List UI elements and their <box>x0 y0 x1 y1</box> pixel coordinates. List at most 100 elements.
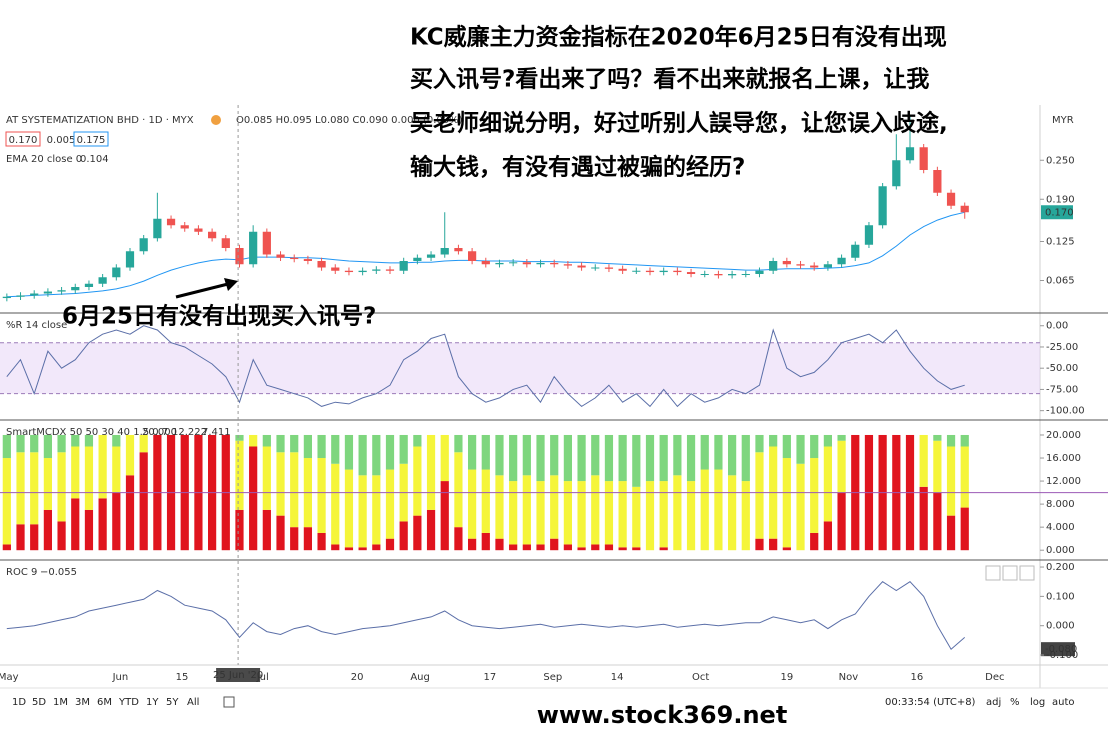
panes: AT SYSTEMATIZATION BHD · 1D · MYX O0.085 … <box>0 105 1108 708</box>
bar-segment <box>317 434 326 459</box>
legend-value: 20.000 <box>142 427 177 438</box>
candle-body <box>358 270 367 273</box>
bar-segment <box>659 481 668 548</box>
range-button[interactable]: 5D <box>32 697 46 708</box>
candle-body <box>303 259 312 261</box>
bar-segment <box>632 547 641 551</box>
x-tick-label: Oct <box>692 672 709 683</box>
range-button[interactable]: All <box>187 697 199 708</box>
candle-body <box>673 270 682 273</box>
range-button[interactable]: 6M <box>97 697 112 708</box>
bar-segment <box>550 434 559 476</box>
range-button[interactable]: YTD <box>118 697 139 708</box>
bar-segment <box>30 434 39 453</box>
chip-label: 0.005 <box>47 135 76 146</box>
candle-body <box>769 261 778 271</box>
bar-segment <box>468 538 477 551</box>
candle-body <box>385 269 395 271</box>
legend-value: 12.222 <box>172 427 207 438</box>
y-tick-label: 12.000 <box>1046 476 1081 487</box>
candle-body <box>563 264 572 266</box>
range-button[interactable]: 1Y <box>146 697 159 708</box>
bar-segment <box>344 547 354 551</box>
candle-body <box>30 293 39 296</box>
bar-segment <box>686 434 696 482</box>
bar-segment <box>426 509 436 551</box>
bar-segment <box>276 452 285 516</box>
x-tick-label: Jun <box>112 672 129 683</box>
bar-segment <box>522 434 531 476</box>
bar-segment <box>276 515 285 551</box>
range-button[interactable]: 1D <box>12 697 26 708</box>
candle-body <box>125 251 135 268</box>
bar-segment <box>604 544 614 551</box>
candle-body <box>495 262 504 265</box>
bar-segment <box>290 527 299 551</box>
pane-button[interactable] <box>1002 565 1018 581</box>
x-tick-label: Aug <box>410 672 430 683</box>
option-button[interactable]: % <box>1010 697 1020 708</box>
candle-body <box>399 261 408 271</box>
candle-body <box>153 218 162 239</box>
chip-label: 0.170 <box>9 135 38 146</box>
bar-segment <box>509 434 518 482</box>
bar-segment <box>591 434 600 476</box>
candle-body <box>262 231 271 255</box>
bar-segment <box>755 538 764 551</box>
candle-body <box>919 147 928 170</box>
bar-segment <box>358 547 367 551</box>
y-tick-label: 16.000 <box>1046 453 1081 464</box>
bar-segment <box>468 434 477 470</box>
candle-body <box>180 225 189 229</box>
bar-segment <box>125 434 135 476</box>
last-price-label: 0.170 <box>1045 207 1074 218</box>
bar-segment <box>249 434 258 447</box>
bar-segment <box>810 532 819 551</box>
bar-segment <box>98 434 107 499</box>
x-tick-label: Sep <box>543 672 562 683</box>
candle-body <box>851 244 860 258</box>
bar-segment <box>57 521 66 551</box>
pane-button[interactable] <box>985 565 1001 581</box>
candle-body <box>139 238 148 252</box>
bar-segment <box>290 434 299 453</box>
bar-segment <box>30 452 39 525</box>
candle-body <box>413 257 422 261</box>
range-button[interactable]: 1M <box>53 697 68 708</box>
option-button[interactable]: auto <box>1052 697 1075 708</box>
bar-segment <box>563 434 572 482</box>
bar-segment <box>960 446 969 508</box>
last-value-tag <box>1041 642 1075 657</box>
bar-segment <box>714 434 723 470</box>
candle-body <box>796 264 805 266</box>
bar-segment <box>413 515 422 551</box>
bar-segment <box>933 440 942 493</box>
option-button[interactable]: adj <box>986 697 1001 708</box>
range-button[interactable]: 5Y <box>166 697 179 708</box>
annotation-line: 买入讯号?看出来了吗？看不出来就报名上课，让我 <box>410 66 929 93</box>
arrow-shaft <box>175 282 229 299</box>
x-tick-label: 14 <box>611 672 624 683</box>
calendar-icon[interactable] <box>223 696 235 708</box>
bar-segment <box>577 434 586 482</box>
candle-body <box>43 291 52 294</box>
candle-body <box>166 218 176 226</box>
bar-segment <box>714 469 723 551</box>
pane-title: SmartMCDX 50 50 30 40 1.5 0.7 <box>6 427 168 438</box>
legend-value: 7.411 <box>202 427 231 438</box>
option-button[interactable]: log <box>1030 697 1045 708</box>
bar-segment <box>331 434 340 464</box>
bar-segment <box>372 544 381 551</box>
bar-segment <box>57 452 66 522</box>
candle-body <box>71 287 80 291</box>
bar-segment <box>112 492 121 551</box>
bar-segment <box>823 521 832 551</box>
pane-button[interactable] <box>1019 565 1035 581</box>
bar-segment <box>741 434 750 482</box>
bar-segment <box>960 434 969 447</box>
bar-segment <box>659 547 668 551</box>
candle-body <box>960 205 969 213</box>
bar-segment <box>495 434 504 476</box>
range-button[interactable]: 3M <box>75 697 90 708</box>
